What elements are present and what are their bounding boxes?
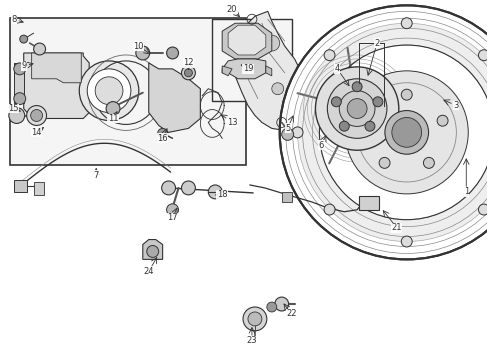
- Circle shape: [136, 46, 149, 60]
- Polygon shape: [265, 66, 271, 76]
- Circle shape: [20, 35, 28, 43]
- Polygon shape: [222, 23, 271, 59]
- Polygon shape: [281, 192, 291, 202]
- Text: 3: 3: [453, 101, 458, 110]
- Circle shape: [477, 50, 488, 60]
- Circle shape: [9, 108, 25, 123]
- Polygon shape: [142, 239, 163, 260]
- Circle shape: [281, 129, 293, 140]
- Circle shape: [326, 79, 386, 138]
- Bar: [10, 18, 245, 165]
- Bar: [358, 196, 378, 210]
- Circle shape: [247, 312, 262, 326]
- Circle shape: [14, 63, 26, 75]
- Circle shape: [364, 121, 374, 131]
- Polygon shape: [148, 63, 200, 132]
- Text: 14: 14: [31, 128, 42, 137]
- Text: 21: 21: [391, 223, 401, 232]
- Circle shape: [279, 5, 488, 260]
- Text: 17: 17: [167, 213, 178, 222]
- Polygon shape: [32, 53, 81, 83]
- Circle shape: [378, 157, 389, 168]
- Text: 9: 9: [21, 62, 26, 71]
- Circle shape: [291, 127, 303, 138]
- Polygon shape: [34, 182, 43, 195]
- Circle shape: [87, 69, 131, 113]
- Circle shape: [27, 105, 46, 125]
- Polygon shape: [222, 59, 265, 79]
- Text: 18: 18: [216, 190, 227, 199]
- Circle shape: [436, 115, 447, 126]
- Circle shape: [250, 62, 264, 76]
- Circle shape: [423, 157, 433, 168]
- Circle shape: [477, 204, 488, 215]
- Circle shape: [95, 77, 122, 105]
- Text: 5: 5: [285, 124, 290, 133]
- Circle shape: [384, 111, 427, 154]
- Circle shape: [401, 236, 411, 247]
- Circle shape: [184, 69, 192, 77]
- Circle shape: [351, 82, 361, 92]
- Polygon shape: [14, 63, 24, 103]
- Text: 13: 13: [226, 118, 237, 127]
- Polygon shape: [24, 53, 89, 118]
- Circle shape: [166, 204, 178, 216]
- Polygon shape: [14, 180, 27, 192]
- Circle shape: [274, 297, 288, 311]
- Circle shape: [271, 83, 283, 95]
- Circle shape: [345, 71, 468, 194]
- Circle shape: [324, 204, 334, 215]
- Text: 2: 2: [374, 39, 379, 48]
- Circle shape: [331, 97, 341, 107]
- Text: 23: 23: [246, 336, 257, 345]
- Circle shape: [181, 66, 195, 80]
- Text: 24: 24: [143, 267, 154, 276]
- Circle shape: [181, 181, 195, 195]
- Text: 7: 7: [93, 171, 99, 180]
- Text: 11: 11: [107, 114, 118, 123]
- Circle shape: [162, 181, 175, 195]
- Circle shape: [264, 35, 279, 51]
- Circle shape: [157, 129, 167, 138]
- Circle shape: [31, 109, 42, 121]
- Circle shape: [14, 93, 26, 105]
- Circle shape: [401, 89, 411, 100]
- Circle shape: [401, 18, 411, 29]
- Text: 10: 10: [133, 41, 144, 50]
- Circle shape: [372, 97, 382, 107]
- Text: 1: 1: [463, 188, 468, 197]
- Polygon shape: [235, 11, 307, 130]
- Circle shape: [243, 307, 266, 331]
- Circle shape: [346, 99, 366, 118]
- Circle shape: [339, 121, 348, 131]
- Circle shape: [34, 43, 45, 55]
- Circle shape: [106, 102, 120, 116]
- Circle shape: [166, 47, 178, 59]
- Text: 19: 19: [242, 64, 253, 73]
- Text: 6: 6: [318, 141, 324, 150]
- Text: 20: 20: [226, 5, 237, 14]
- Text: 15: 15: [8, 104, 19, 113]
- Text: 22: 22: [286, 310, 296, 319]
- Polygon shape: [228, 25, 265, 55]
- Bar: [212, 19, 291, 100]
- Text: 16: 16: [157, 134, 167, 143]
- Polygon shape: [222, 66, 232, 76]
- Circle shape: [324, 50, 334, 60]
- Text: 8: 8: [11, 15, 17, 24]
- Text: 12: 12: [183, 58, 193, 67]
- Circle shape: [208, 185, 222, 199]
- Circle shape: [146, 246, 158, 257]
- Text: 4: 4: [334, 64, 339, 73]
- Circle shape: [315, 67, 398, 150]
- Circle shape: [339, 91, 374, 126]
- Circle shape: [391, 117, 421, 147]
- Circle shape: [266, 302, 276, 312]
- Circle shape: [365, 115, 376, 126]
- Circle shape: [79, 61, 139, 121]
